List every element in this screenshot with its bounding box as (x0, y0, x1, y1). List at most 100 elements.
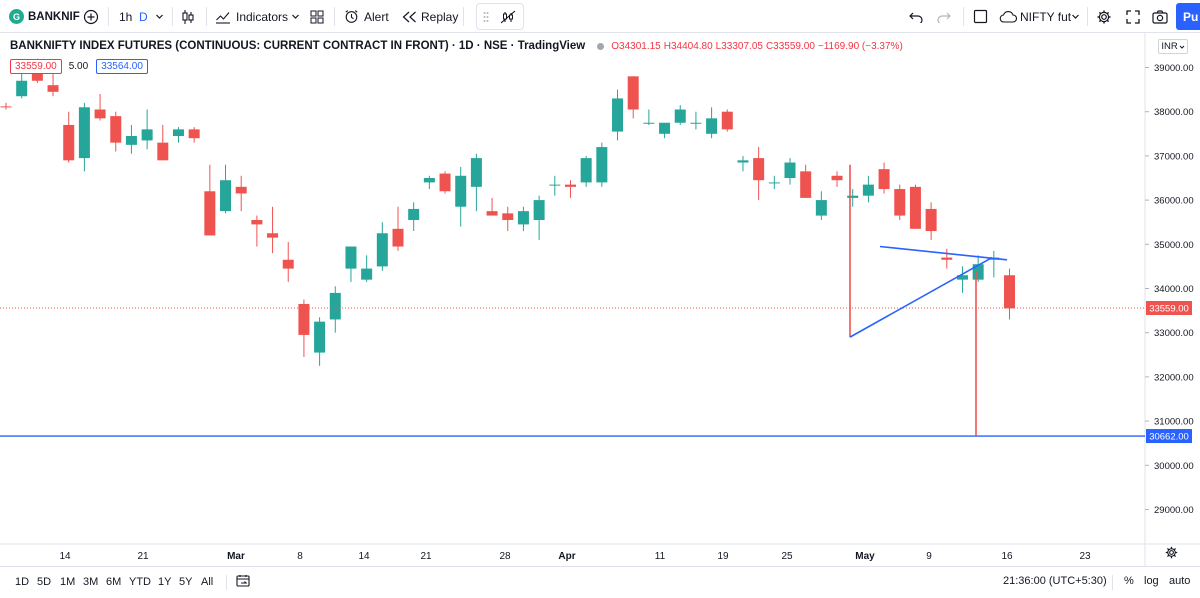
candle (517, 206, 529, 232)
price-axis[interactable]: 39000.00 38000.00 37000.00 36000.00 35000.00… (1145, 63, 1194, 516)
compare-symbol-label: NIFTY fut (1020, 9, 1072, 24)
log-scale-toggle[interactable]: log (1144, 575, 1159, 587)
range-all-button[interactable]: All (201, 576, 214, 588)
candle-body (94, 109, 106, 119)
redo-button[interactable] (937, 0, 951, 33)
replay-button[interactable]: Replay (402, 0, 458, 33)
candle (282, 242, 294, 282)
range-5d-button[interactable]: 5D (37, 576, 52, 588)
sell-price-button[interactable]: 33559.00 (10, 59, 62, 74)
candle-body (314, 321, 326, 353)
ohlc-low: L33307.05 (715, 40, 763, 52)
candle-body (329, 292, 341, 320)
range-5y-button[interactable]: 5Y (179, 576, 193, 588)
interval-d-button[interactable]: D (139, 0, 148, 33)
candle-body (63, 124, 75, 161)
candle-body (784, 162, 796, 178)
candle (502, 206, 514, 232)
add-symbol-button[interactable] (83, 0, 99, 33)
candle-body (847, 195, 859, 198)
date-tick-label: Apr (558, 551, 575, 562)
candle (862, 175, 874, 203)
range-ytd-button[interactable]: YTD (129, 576, 151, 588)
candle-body (1004, 275, 1016, 309)
candle (909, 184, 921, 229)
candle-body (533, 200, 545, 220)
fullscreen-button[interactable] (1126, 0, 1140, 33)
range-3m-button[interactable]: 3M (83, 576, 99, 588)
range-6m-button[interactable]: 6M (106, 576, 122, 588)
alert-button[interactable]: Alert (344, 0, 389, 33)
candle-body (580, 158, 592, 183)
range-1m-button[interactable]: 1M (60, 576, 76, 588)
toolbar-divider (226, 575, 227, 590)
last-price-badge-text: 33559.00 (1149, 303, 1189, 314)
price-tick-label: 31000.00 (1154, 417, 1194, 428)
candle (220, 164, 232, 214)
price-chart[interactable]: 39000.00 38000.00 37000.00 36000.00 35000.00… (0, 33, 1200, 566)
symbol-search-button[interactable]: G BANKNIF (9, 0, 80, 33)
gear-icon (1165, 546, 1178, 559)
price-tick-label: 36000.00 (1154, 196, 1194, 207)
drag-handle-icon[interactable] (483, 11, 489, 23)
candle-body (659, 122, 671, 134)
chart-type-button[interactable] (181, 0, 195, 33)
chart-settings-button[interactable] (1165, 546, 1178, 562)
candle (63, 111, 75, 163)
trend-tool-icon[interactable] (499, 8, 517, 26)
drawings[interactable] (0, 164, 1145, 437)
compare-dropdown-button[interactable] (1071, 0, 1080, 33)
date-tick-label: 21 (137, 551, 149, 562)
candle (800, 164, 812, 198)
settings-button[interactable] (1096, 0, 1112, 33)
undo-button[interactable] (909, 0, 923, 33)
triangle-lower-trendline[interactable] (849, 256, 993, 338)
range-1y-button[interactable]: 1Y (158, 576, 172, 588)
toolbar-divider (108, 7, 109, 26)
candle (376, 222, 388, 271)
chart-pane[interactable] (0, 33, 1145, 566)
candle-body (800, 171, 812, 198)
candle (423, 175, 435, 190)
clock-timezone-button[interactable]: 21:36:00 (UTC+5:30) (1003, 575, 1107, 587)
candle-body (78, 107, 90, 159)
templates-button[interactable] (310, 0, 324, 33)
candle-body (502, 213, 514, 220)
calendar-goto-icon[interactable] (236, 574, 250, 587)
candle-body (220, 180, 232, 212)
candle-body (423, 178, 435, 183)
percent-scale-toggle[interactable]: % (1124, 575, 1134, 587)
indicators-button[interactable]: Indicators (215, 0, 288, 33)
time-axis[interactable]: 14 21 Mar 8 14 21 28 Apr 11 19 25 May 9 16 23 (59, 551, 1091, 562)
compare-symbol-button[interactable]: NIFTY fut (999, 0, 1071, 33)
currency-select[interactable]: INR (1158, 39, 1188, 54)
publish-button[interactable]: Pu (1176, 3, 1200, 30)
interval-1h-button[interactable]: 1h (119, 0, 132, 33)
snapshot-button[interactable] (1152, 0, 1168, 33)
buy-price-button[interactable]: 33564.00 (96, 59, 148, 74)
replay-label: Replay (421, 9, 459, 24)
toolbar-divider (334, 7, 335, 26)
candle-body (627, 76, 639, 110)
candle (831, 171, 843, 187)
candle-body (172, 129, 184, 137)
candles (0, 58, 1016, 366)
candle (204, 164, 216, 236)
auto-scale-toggle[interactable]: auto (1169, 575, 1191, 587)
range-1d-button[interactable]: 1D (15, 576, 30, 588)
currency-label: INR (1161, 41, 1178, 52)
layout-select-button[interactable] (973, 0, 988, 33)
interval-dropdown-button[interactable] (155, 0, 164, 33)
buy-sell-panel: 33559.00 5.00 33564.00 (10, 59, 148, 74)
candle-body (549, 184, 561, 186)
candle-body (486, 211, 498, 216)
market-status-dot[interactable] (597, 42, 605, 50)
triangle-upper-trendline[interactable] (879, 245, 1008, 261)
chevron-down-icon (1179, 45, 1185, 49)
candle (674, 105, 686, 125)
undo-icon (909, 12, 923, 23)
date-tick-label: 16 (1001, 551, 1013, 562)
indicators-dropdown-button[interactable] (291, 0, 300, 33)
candle-body (282, 259, 294, 269)
indicators-icon (216, 11, 230, 24)
